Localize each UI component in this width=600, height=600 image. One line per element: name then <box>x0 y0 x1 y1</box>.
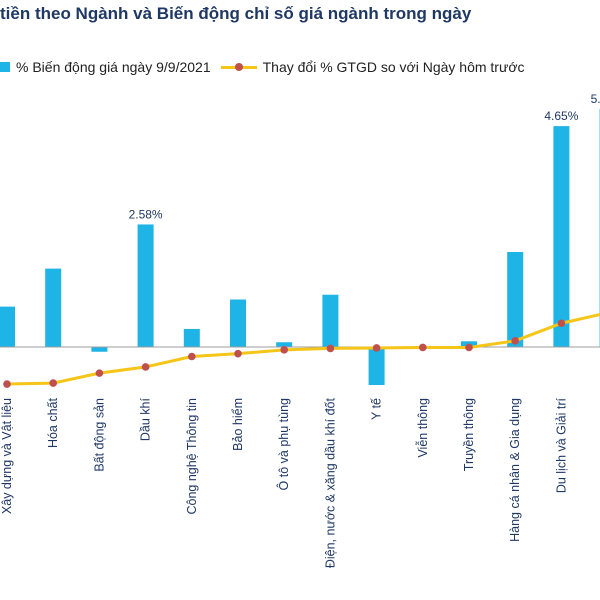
bar <box>507 252 524 347</box>
data-label: 4.65% <box>544 109 578 123</box>
line-point <box>49 379 57 387</box>
category-label: Du lịch và Giải trí <box>554 397 568 493</box>
line-point <box>557 319 566 328</box>
data-label: 2.58% <box>129 207 163 221</box>
bar <box>230 299 246 347</box>
category-label: Viễn thông <box>415 398 430 458</box>
data-label: 5.01% <box>591 92 600 106</box>
category-label: Xây dựng và Vật liệu <box>0 398 14 514</box>
chart-title: tiền theo Ngành và Biến động chỉ số giá … <box>0 4 472 23</box>
category-label: Y tế <box>370 398 384 420</box>
line-point <box>326 344 335 353</box>
legend-bar-label: % Biến động giá ngày 9/9/2021 <box>16 59 211 75</box>
category-label: Điện, nước & xăng dầu khí đốt <box>323 397 337 568</box>
line-point <box>141 363 150 371</box>
legend-bar-swatch <box>0 62 10 72</box>
line-point <box>95 369 104 377</box>
line-point <box>234 349 242 358</box>
category-label: Truyền thông <box>462 398 476 471</box>
line-point <box>419 343 427 352</box>
category-label: Bảo hiểm <box>231 398 245 451</box>
line-point <box>188 352 196 361</box>
line-point <box>465 343 473 352</box>
category-label: Ô tô và phụ tùng <box>276 398 291 490</box>
bar <box>553 126 570 347</box>
bar <box>91 347 108 352</box>
line-point <box>372 344 381 352</box>
legend-line-label: Thay đổi % GTGD so với Ngày hôm trước <box>262 59 525 75</box>
line-point <box>511 337 519 345</box>
category-label: Dầu khí <box>139 397 153 441</box>
line-point <box>3 380 11 388</box>
bar <box>45 268 62 347</box>
category-label: Bất động sản <box>92 398 106 472</box>
bar <box>137 224 154 347</box>
legend-item-bar: % Biến động giá ngày 9/9/2021 <box>0 59 211 75</box>
legend: % Biến động giá ngày 9/9/2021 Thay đổi %… <box>0 58 535 76</box>
legend-item-line: Thay đổi % GTGD so với Ngày hôm trước <box>220 59 525 75</box>
category-label: Công nghệ Thông tin <box>185 398 199 515</box>
category-label: Hàng cá nhân & Gia dụng <box>508 398 522 542</box>
bar <box>322 294 339 347</box>
legend-line-swatch <box>220 61 257 73</box>
bar <box>183 328 200 347</box>
bar <box>368 347 385 385</box>
bar <box>0 306 15 347</box>
category-label: Hóa chất <box>46 397 60 448</box>
line-point <box>280 346 289 354</box>
bar <box>276 342 293 347</box>
